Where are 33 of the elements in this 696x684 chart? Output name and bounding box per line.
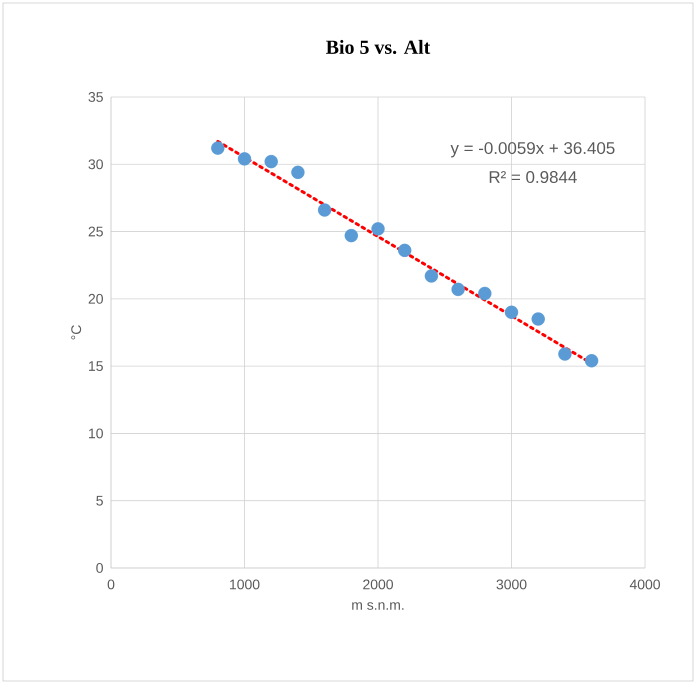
y-tick-label: 30 — [88, 159, 103, 170]
point — [264, 154, 278, 168]
annotation: y = -0.0059x + 36.405 — [450, 142, 615, 158]
point — [558, 347, 572, 361]
x-axis-title: m s.n.m. — [352, 602, 404, 610]
x-tick-label: 4000 — [630, 579, 660, 590]
point — [318, 203, 332, 217]
point — [451, 282, 465, 296]
chart-title: Bio 5 vs. Alt — [326, 40, 430, 54]
y-tick-label: 15 — [89, 361, 103, 371]
x-tick-label: 2000 — [363, 579, 393, 590]
y-tick-label: 5 — [96, 496, 103, 506]
x-tick-label: 0 — [108, 579, 114, 590]
y-tick-label: 25 — [88, 226, 103, 236]
y-tick-label: 0 — [96, 563, 103, 573]
point — [478, 286, 492, 300]
point — [291, 166, 305, 180]
x-tick-label: 3000 — [496, 579, 526, 590]
x-tick-label: 1000 — [230, 579, 260, 590]
y-tick-label: 20 — [88, 294, 103, 304]
annotation: R² = 0.9844 — [490, 171, 577, 184]
point — [211, 141, 225, 155]
y-tick-label: 35 — [88, 92, 103, 102]
point — [238, 152, 252, 166]
point — [504, 306, 518, 319]
point — [532, 312, 545, 326]
point — [344, 228, 358, 242]
point — [584, 354, 598, 368]
y-axis-title: °C — [71, 325, 82, 340]
point — [398, 244, 412, 258]
point — [371, 222, 385, 236]
point — [424, 269, 438, 283]
y-tick-label: 10 — [89, 428, 103, 438]
